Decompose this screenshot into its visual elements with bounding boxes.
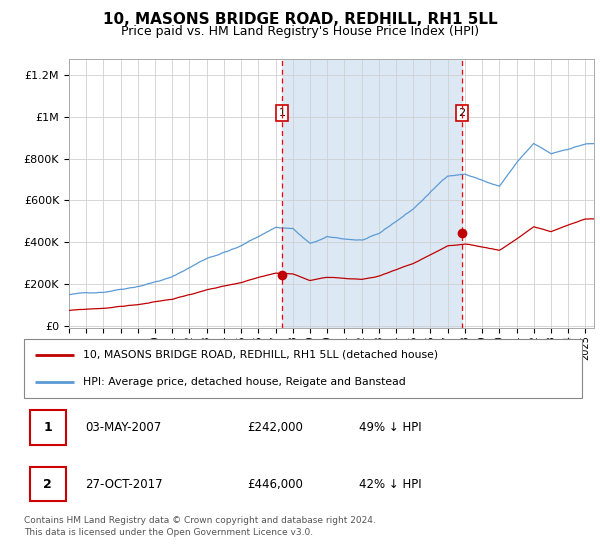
FancyBboxPatch shape: [29, 410, 66, 445]
Text: 1: 1: [43, 421, 52, 434]
Text: 2: 2: [43, 478, 52, 491]
FancyBboxPatch shape: [24, 339, 582, 398]
Bar: [282, 59, 462, 328]
Text: 10, MASONS BRIDGE ROAD, REDHILL, RH1 5LL: 10, MASONS BRIDGE ROAD, REDHILL, RH1 5LL: [103, 12, 497, 27]
Text: £446,000: £446,000: [247, 478, 303, 491]
FancyBboxPatch shape: [29, 466, 66, 502]
Text: Price paid vs. HM Land Registry's House Price Index (HPI): Price paid vs. HM Land Registry's House …: [121, 25, 479, 38]
Text: HPI: Average price, detached house, Reigate and Banstead: HPI: Average price, detached house, Reig…: [83, 377, 406, 387]
Text: 10, MASONS BRIDGE ROAD, REDHILL, RH1 5LL (detached house): 10, MASONS BRIDGE ROAD, REDHILL, RH1 5LL…: [83, 349, 438, 360]
Text: 2: 2: [458, 108, 466, 118]
Text: £242,000: £242,000: [247, 421, 303, 434]
Text: 03-MAY-2007: 03-MAY-2007: [85, 421, 161, 434]
Text: 42% ↓ HPI: 42% ↓ HPI: [359, 478, 421, 491]
Text: 27-OCT-2017: 27-OCT-2017: [85, 478, 163, 491]
Text: 49% ↓ HPI: 49% ↓ HPI: [359, 421, 421, 434]
Text: 1: 1: [278, 108, 286, 118]
Text: Contains HM Land Registry data © Crown copyright and database right 2024.
This d: Contains HM Land Registry data © Crown c…: [24, 516, 376, 537]
